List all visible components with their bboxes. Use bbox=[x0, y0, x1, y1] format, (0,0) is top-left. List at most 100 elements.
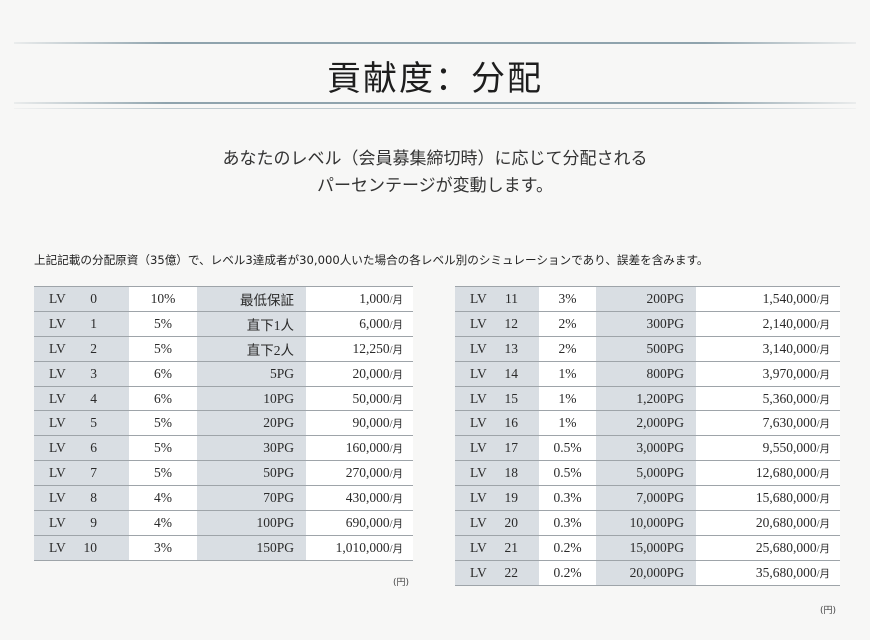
level-cell: LV 3 bbox=[34, 361, 129, 387]
amount-suffix: /月 bbox=[389, 444, 403, 456]
amount-value: 2,140,000 bbox=[762, 315, 817, 331]
level-number: 20 bbox=[504, 514, 519, 530]
condition-cell: 15,000PG bbox=[596, 535, 696, 561]
amount-cell: 90,000/月 bbox=[306, 410, 413, 437]
amount-value: 3,140,000 bbox=[762, 340, 817, 356]
percentage-cell: 4% bbox=[129, 510, 197, 536]
amount-cell: 35,680,000/月 bbox=[696, 560, 840, 586]
amount-suffix: /月 bbox=[816, 294, 830, 306]
level-prefix: LV bbox=[49, 290, 66, 306]
level-table-right: LV 11 3% 200PG 1,540,000/月 LV 12 2% 300PG 2,140,0… bbox=[455, 286, 840, 586]
level-prefix: LV bbox=[49, 514, 66, 530]
title-top-rule bbox=[14, 42, 856, 44]
level-prefix: LV bbox=[49, 440, 66, 456]
simulation-note: 上記記載の分配原資（35億）で、レベル3達成者が30,000人いた場合の各レベル… bbox=[34, 253, 709, 267]
amount-value: 25,680,000 bbox=[755, 539, 817, 555]
level-cell: LV 22 bbox=[455, 560, 539, 586]
amount-suffix: /月 bbox=[816, 469, 830, 481]
amount-value: 270,000 bbox=[345, 465, 390, 481]
level-prefix: LV bbox=[49, 415, 66, 431]
amount-cell: 430,000/月 bbox=[306, 485, 413, 512]
amount-value: 6,000 bbox=[359, 315, 390, 331]
condition-cell: 20,000PG bbox=[596, 560, 696, 586]
title-bottom-rule bbox=[14, 102, 856, 104]
percentage-cell: 5% bbox=[129, 460, 197, 487]
amount-suffix: /月 bbox=[816, 394, 830, 406]
percentage-cell: 0.5% bbox=[539, 460, 596, 487]
subtitle-line-1: あなたのレベル（会員募集締切時）に応じて分配される bbox=[222, 149, 648, 169]
level-row: LV 21 0.2% 15,000PG 25,680,000/月 bbox=[455, 535, 840, 561]
amount-suffix: /月 bbox=[389, 543, 403, 555]
condition-cell: 200PG bbox=[596, 286, 696, 312]
level-prefix: LV bbox=[470, 290, 487, 306]
percentage-cell: 1% bbox=[539, 410, 596, 437]
level-row: LV 15 1% 1,200PG 5,360,000/月 bbox=[455, 386, 840, 412]
percentage-cell: 6% bbox=[129, 386, 197, 412]
percentage-cell: 3% bbox=[129, 535, 197, 561]
level-cell: LV 5 bbox=[34, 410, 129, 437]
condition-cell: 5,000PG bbox=[596, 460, 696, 487]
level-row: LV 7 5% 50PG 270,000/月 bbox=[34, 460, 413, 487]
level-table-left: LV 0 10% 最低保証 1,000/月 LV 1 5% 直下1人 6,000/月 LV 2 5% 直下… bbox=[34, 286, 413, 561]
amount-value: 90,000 bbox=[352, 415, 390, 431]
level-prefix: LV bbox=[470, 315, 487, 331]
condition-cell: 150PG bbox=[197, 535, 306, 561]
level-number: 17 bbox=[504, 440, 519, 456]
amount-value: 690,000 bbox=[345, 514, 390, 530]
level-prefix: LV bbox=[470, 465, 487, 481]
level-number: 19 bbox=[504, 490, 519, 506]
level-cell: LV 19 bbox=[455, 485, 539, 512]
level-number: 21 bbox=[504, 539, 519, 555]
level-number: 7 bbox=[90, 465, 97, 481]
level-row: LV 10 3% 150PG 1,010,000/月 bbox=[34, 535, 413, 561]
level-cell: LV 10 bbox=[34, 535, 129, 561]
percentage-cell: 2% bbox=[539, 311, 596, 337]
level-prefix: LV bbox=[470, 490, 487, 506]
level-row: LV 1 5% 直下1人 6,000/月 bbox=[34, 311, 413, 337]
percentage-cell: 1% bbox=[539, 361, 596, 387]
level-row: LV 6 5% 30PG 160,000/月 bbox=[34, 435, 413, 462]
amount-value: 430,000 bbox=[345, 490, 390, 506]
level-number: 2 bbox=[90, 340, 97, 356]
amount-value: 12,680,000 bbox=[755, 465, 817, 481]
amount-suffix: /月 bbox=[816, 494, 830, 506]
level-row: LV 18 0.5% 5,000PG 12,680,000/月 bbox=[455, 460, 840, 487]
level-prefix: LV bbox=[49, 365, 66, 381]
level-number: 0 bbox=[90, 290, 97, 306]
level-prefix: LV bbox=[49, 465, 66, 481]
level-number: 15 bbox=[504, 390, 519, 406]
amount-value: 50,000 bbox=[352, 390, 390, 406]
condition-cell: 7,000PG bbox=[596, 485, 696, 512]
percentage-cell: 0.2% bbox=[539, 560, 596, 586]
level-row: LV 4 6% 10PG 50,000/月 bbox=[34, 386, 413, 412]
amount-suffix: /月 bbox=[816, 444, 830, 456]
amount-cell: 20,680,000/月 bbox=[696, 510, 840, 536]
level-row: LV 12 2% 300PG 2,140,000/月 bbox=[455, 311, 840, 337]
amount-cell: 690,000/月 bbox=[306, 510, 413, 536]
amount-value: 1,010,000 bbox=[335, 539, 390, 555]
percentage-cell: 4% bbox=[129, 485, 197, 512]
condition-cell: 直下2人 bbox=[197, 336, 306, 362]
page-title: 貢献度：分配 bbox=[327, 59, 543, 99]
condition-cell: 直下1人 bbox=[197, 311, 306, 337]
condition-cell: 500PG bbox=[596, 336, 696, 362]
level-row: LV 8 4% 70PG 430,000/月 bbox=[34, 485, 413, 512]
amount-value: 1,540,000 bbox=[762, 290, 817, 306]
amount-suffix: /月 bbox=[816, 319, 830, 331]
level-row: LV 3 6% 5PG 20,000/月 bbox=[34, 361, 413, 387]
percentage-cell: 0.5% bbox=[539, 435, 596, 462]
level-prefix: LV bbox=[470, 514, 487, 530]
level-prefix: LV bbox=[470, 340, 487, 356]
percentage-cell: 5% bbox=[129, 435, 197, 462]
level-number: 16 bbox=[504, 415, 519, 431]
unit-label-right: (円) bbox=[820, 606, 837, 616]
level-row: LV 20 0.3% 10,000PG 20,680,000/月 bbox=[455, 510, 840, 536]
amount-value: 160,000 bbox=[345, 440, 390, 456]
percentage-cell: 0.3% bbox=[539, 485, 596, 512]
level-number: 12 bbox=[504, 315, 519, 331]
amount-cell: 5,360,000/月 bbox=[696, 386, 840, 412]
amount-suffix: /月 bbox=[816, 344, 830, 356]
unit-label-left: (円) bbox=[393, 578, 410, 588]
condition-cell: 最低保証 bbox=[197, 286, 306, 312]
percentage-cell: 1% bbox=[539, 386, 596, 412]
